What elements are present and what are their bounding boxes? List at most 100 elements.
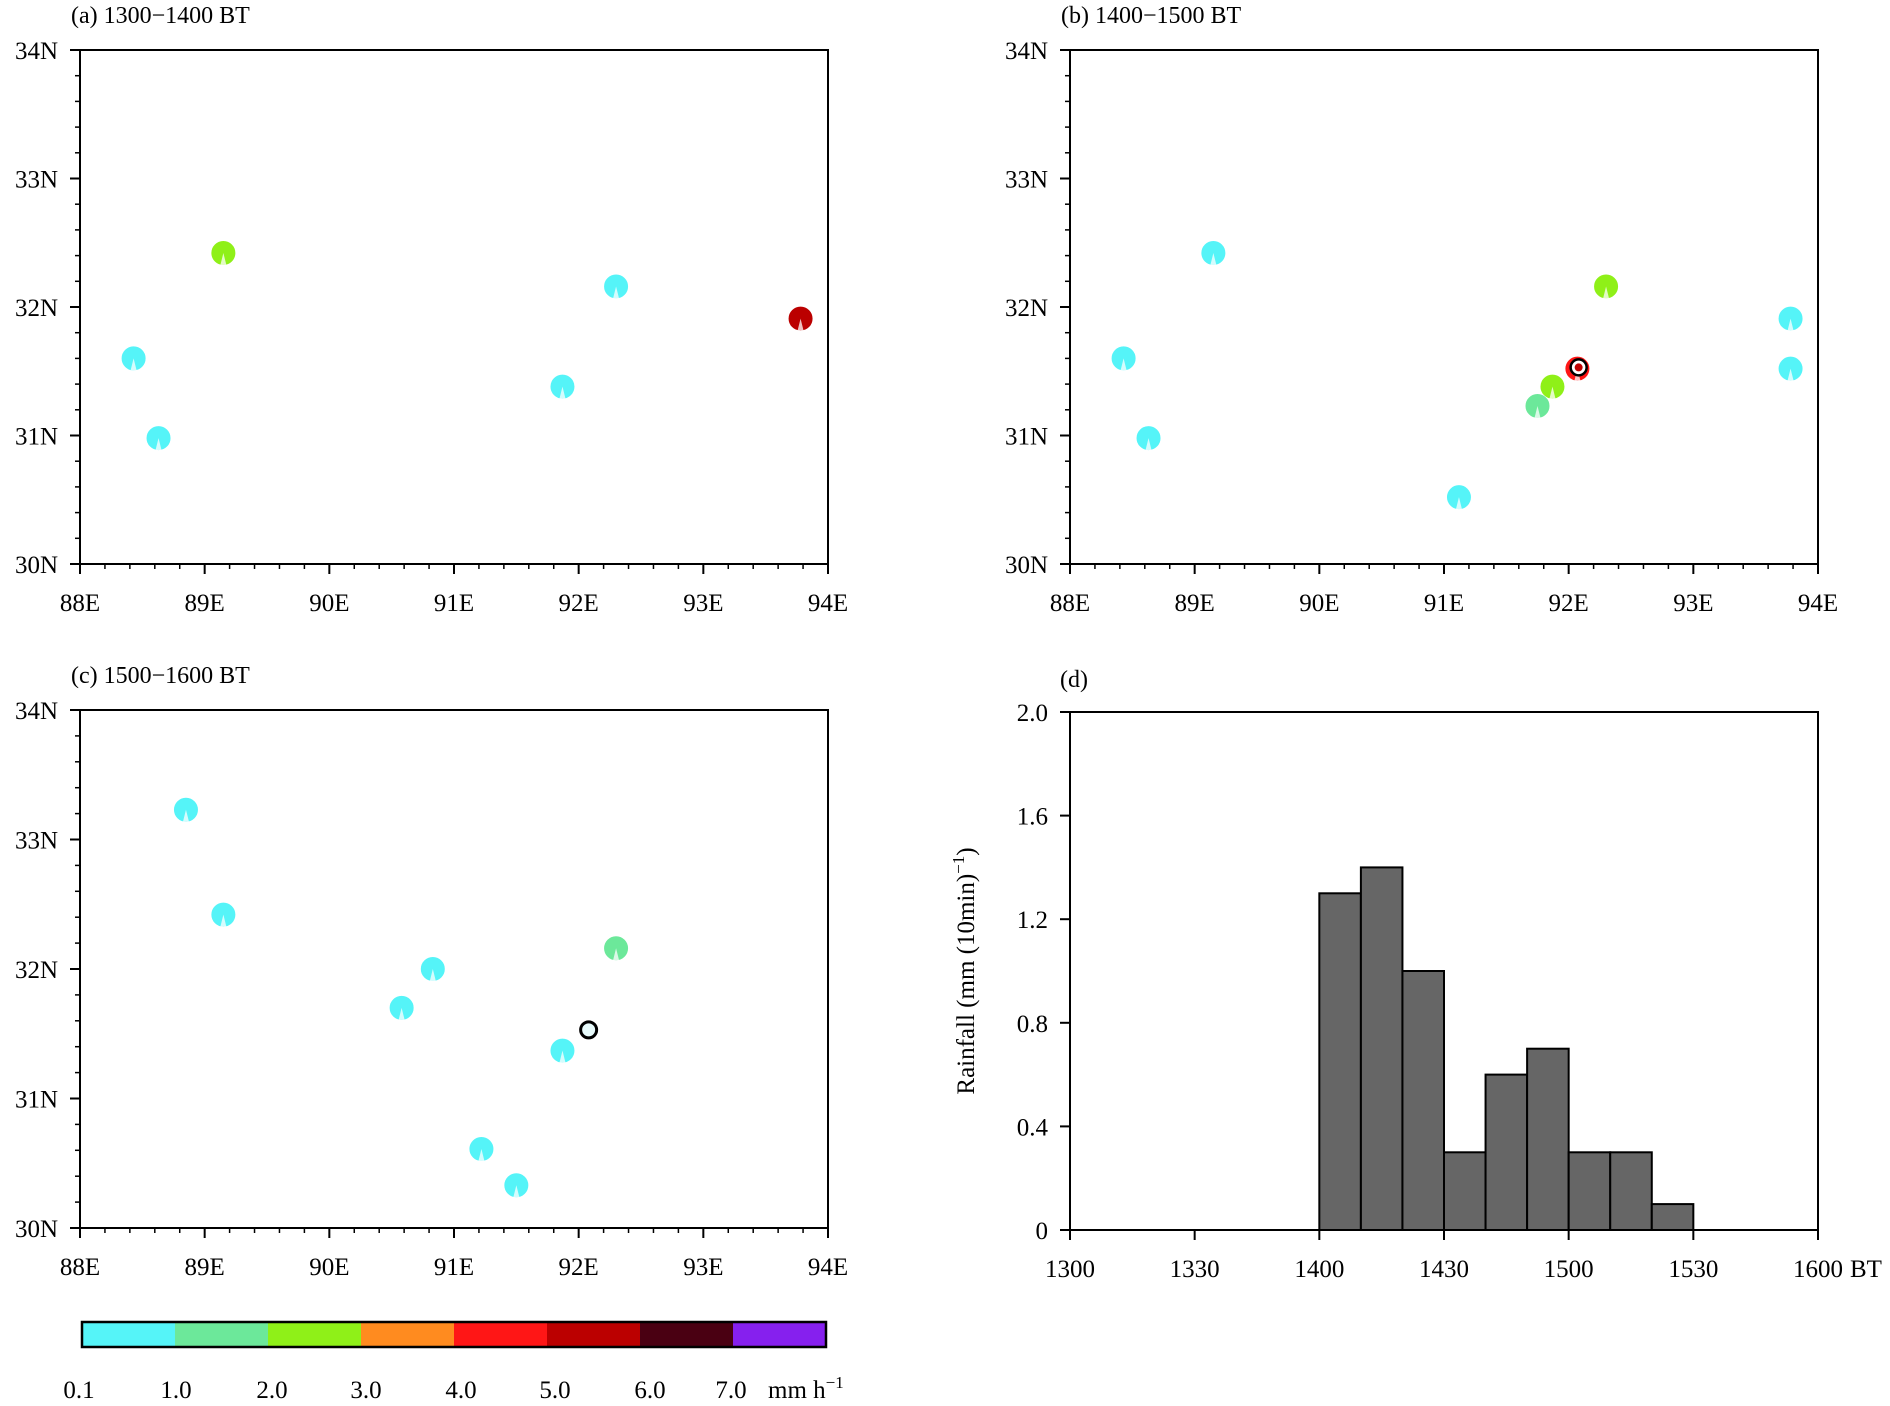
rain-gauge-point-notch [797, 318, 804, 331]
rain-gauge-point-notch [155, 438, 162, 451]
x-tick-label: 93E [683, 1254, 723, 1281]
x-axis-unit: BT [1850, 1256, 1882, 1283]
rain-gauge-point-notch [559, 1050, 566, 1063]
y-axis-label-close: ) [953, 847, 980, 855]
rain-gauge-point-notch [398, 1007, 405, 1020]
y-tick-label: 31N [15, 424, 58, 451]
rain-gauge-point-notch [1787, 368, 1794, 381]
colorbar-label: 3.0 [350, 1377, 381, 1404]
y-axis-label: Rainfall (mm (10min)−1) [949, 847, 980, 1094]
x-tick-label: 92E [559, 590, 599, 617]
rainfall-bar [1526, 1047, 1570, 1231]
rainfall-bar [1443, 1151, 1487, 1232]
colorbar-label: 4.0 [445, 1377, 476, 1404]
rain-gauge-point-notch [1534, 405, 1541, 418]
colorbar-swatch [268, 1322, 361, 1347]
y-tick-label: 33N [15, 167, 58, 194]
rainfall-bar [1401, 970, 1446, 1231]
rain-gauge-point-notch [220, 253, 227, 266]
x-tick-label: 1330 [1170, 1256, 1220, 1283]
x-tick-label: 1300 [1045, 1256, 1095, 1283]
y-tick-label: 32N [1005, 295, 1048, 322]
y-tick-label: 32N [15, 957, 58, 984]
panel-d-bar-chart: (d) 1300 1330 1400 1430 1500 1530 1600 BT 0 0.4 0.8… [949, 667, 1882, 1283]
x-tick-label: 89E [185, 1254, 225, 1281]
y-axis-label-superscript: −1 [949, 856, 968, 874]
rain-gauge-point-notch [130, 358, 137, 371]
panel-title: (a) 1300−1400 BT [71, 3, 250, 29]
colorbar-frame [80, 1320, 828, 1349]
y-tick-label: 31N [1005, 424, 1048, 451]
colorbar-swatch [733, 1322, 826, 1347]
rainfall-bar [1318, 892, 1362, 1231]
x-tick-label: 94E [1798, 590, 1838, 617]
colorbar-label: 5.0 [539, 1377, 570, 1404]
plot-frame [79, 49, 829, 565]
x-tick-label: 91E [434, 590, 474, 617]
x-tick-label: 1430 [1419, 1256, 1469, 1283]
rainfall-bar [1567, 1151, 1612, 1232]
colorbar-label: 0.1 [63, 1377, 94, 1404]
y-tick-label: 0 [1036, 1218, 1049, 1245]
colorbar-label: 6.0 [634, 1377, 665, 1404]
plot-frame [79, 709, 829, 1229]
colorbar-legend: 0.1 1.0 2.0 3.0 4.0 5.0 6.0 7.0 mm h−1 [63, 1320, 844, 1404]
colorbar-swatch [175, 1322, 268, 1347]
rain-gauge-point-notch [559, 386, 566, 399]
rain-gauge-point-notch [1603, 286, 1610, 299]
y-tick-label: 34N [15, 38, 58, 65]
y-tick-label: 32N [15, 295, 58, 322]
x-tick-label: 90E [309, 1254, 349, 1281]
colorbar-unit-superscript: −1 [826, 1373, 844, 1392]
x-tick-label: 1600 [1793, 1256, 1843, 1283]
plot-frame [1069, 49, 1819, 565]
y-tick-label: 33N [1005, 167, 1048, 194]
x-tick-label: 88E [60, 590, 100, 617]
rain-gauge-point-notch [513, 1185, 520, 1198]
rain-gauge-point-notch [1145, 438, 1152, 451]
colorbar-swatch [454, 1322, 547, 1347]
rainfall-bar [1484, 1073, 1529, 1231]
colorbar-label: 2.0 [256, 1377, 287, 1404]
colorbar-unit-text: mm h [768, 1377, 826, 1404]
y-axis-label-text: Rainfall (mm (10min) [953, 874, 980, 1095]
rain-gauge-point-notch [1549, 386, 1556, 399]
rain-gauge-point-notch [1787, 318, 1794, 331]
y-tick-label: 1.6 [1017, 804, 1048, 831]
x-tick-label: 90E [309, 590, 349, 617]
colorbar-unit: mm h−1 [768, 1373, 844, 1404]
y-tick-label: 0.8 [1017, 1011, 1048, 1038]
rainfall-bar [1359, 866, 1404, 1232]
rainfall-bar [1650, 1203, 1695, 1231]
y-tick-label: 30N [15, 552, 58, 579]
x-tick-label: 92E [1549, 590, 1589, 617]
y-tick-label: 33N [15, 828, 58, 855]
x-tick-label: 93E [1673, 590, 1713, 617]
x-tick-label: 93E [683, 590, 723, 617]
rain-gauge-point-notch [478, 1149, 485, 1162]
y-tick-label: 2.0 [1017, 700, 1048, 727]
y-tick-label: 1.2 [1017, 907, 1048, 934]
colorbar-swatch [640, 1322, 733, 1347]
panel-a-map: (a) 1300−1400 BT 88E 89E 90E 91E 92E 93E 94E 30N… [15, 3, 848, 617]
rain-gauge-point-notch [429, 969, 436, 981]
colorbar-label: 7.0 [715, 1377, 746, 1404]
rain-gauge-point-notch [1210, 253, 1217, 266]
x-tick-label: 1400 [1294, 1256, 1344, 1283]
x-tick-label: 90E [1299, 590, 1339, 617]
rain-gauge-point-notch [182, 809, 189, 822]
site-marker [579, 1020, 599, 1040]
colorbar-label: 1.0 [160, 1377, 191, 1404]
rain-gauge-point-notch [1455, 497, 1462, 510]
y-tick-label: 30N [1005, 552, 1048, 579]
rain-gauge-point-notch [220, 914, 227, 927]
y-tick-label: 0.4 [1017, 1114, 1049, 1141]
x-tick-label: 94E [808, 1254, 848, 1281]
colorbar-swatch [361, 1322, 454, 1347]
y-tick-label: 30N [15, 1216, 58, 1243]
x-tick-label: 91E [434, 1254, 474, 1281]
x-tick-label: 88E [1050, 590, 1090, 617]
panel-title: (d) [1060, 667, 1088, 693]
y-tick-label: 34N [1005, 38, 1048, 65]
